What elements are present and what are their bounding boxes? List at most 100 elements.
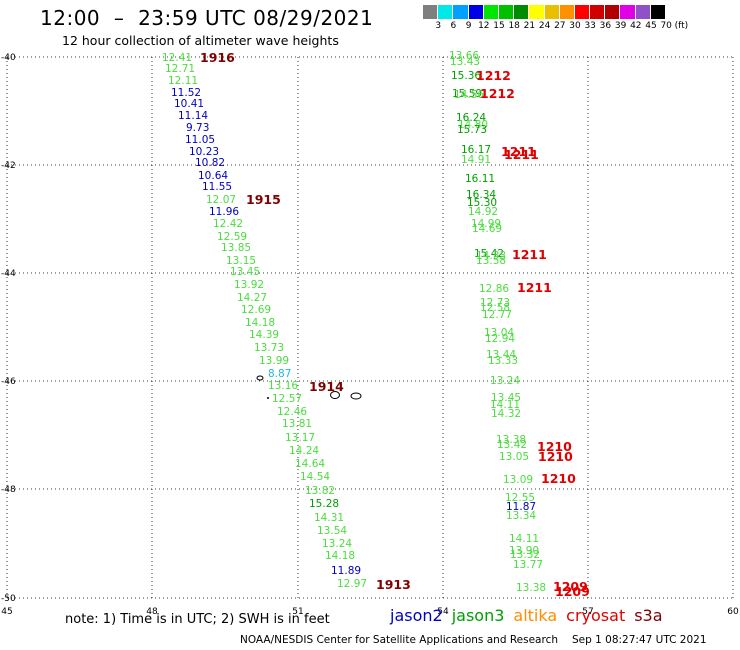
latitude-label: -40 bbox=[1, 53, 16, 63]
wave-height-label: 13.82 bbox=[305, 485, 335, 497]
wave-height-label: 10.41 bbox=[174, 98, 204, 110]
wave-height-label: 13.24 bbox=[490, 375, 520, 387]
scale-label: 9 bbox=[465, 21, 472, 31]
wave-height-label: 14.39 bbox=[249, 329, 279, 341]
latitude-label: -44 bbox=[1, 269, 16, 279]
scale-swatch bbox=[559, 5, 575, 19]
wave-height-label: 14.56 bbox=[454, 89, 484, 101]
scale-label: 15 bbox=[493, 21, 505, 31]
islands bbox=[256, 375, 362, 400]
time-tag: 1915 bbox=[246, 192, 281, 207]
scale-swatch bbox=[620, 5, 636, 19]
wave-height-label: 12.77 bbox=[482, 309, 512, 321]
scale-swatch bbox=[574, 5, 591, 19]
wave-height-label: 14.18 bbox=[245, 317, 275, 329]
wave-height-label: 12.46 bbox=[277, 406, 307, 418]
wave-height-label: 15.30 bbox=[467, 197, 497, 209]
wave-height-label: 12.69 bbox=[241, 304, 271, 316]
wave-height-label: 15.73 bbox=[457, 124, 487, 136]
footer-note: note: 1) Time is in UTC; 2) SWH is in fe… bbox=[65, 612, 330, 627]
wave-height-label: 13.90 bbox=[509, 545, 539, 557]
time-tag: 1211 bbox=[512, 247, 547, 262]
latitude-label: -46 bbox=[1, 377, 16, 387]
wave-height-label: 13.16 bbox=[268, 380, 298, 392]
wave-height-label: 10.23 bbox=[189, 146, 219, 158]
island-outline bbox=[350, 392, 362, 400]
map-grid bbox=[7, 57, 733, 598]
wave-height-label: 13.42 bbox=[497, 439, 527, 451]
time-tags: 1916191519141913121212121211121112111211… bbox=[200, 50, 590, 599]
wave-height-label: 11.55 bbox=[202, 181, 232, 193]
wave-height-label: 13.54 bbox=[317, 525, 347, 537]
wave-height-label: 13.43 bbox=[450, 56, 480, 68]
wave-height-label: 13.73 bbox=[254, 342, 284, 354]
scale-label: 24 bbox=[538, 21, 551, 31]
wave-height-label: 14.80 bbox=[458, 119, 488, 131]
scale-label: 30 bbox=[569, 21, 581, 31]
time-tag: 1210 bbox=[541, 471, 576, 486]
wave-height-label: 13.77 bbox=[513, 559, 543, 571]
wave-height-label: 14.18 bbox=[325, 550, 355, 562]
wave-height-label: 14.91 bbox=[461, 154, 491, 166]
wave-height-label: 12.94 bbox=[485, 333, 515, 345]
legend-jason2: jason2 bbox=[390, 606, 443, 625]
wave-height-label: 14.69 bbox=[472, 223, 502, 235]
time-tag: 1211 bbox=[517, 280, 552, 295]
wave-height-label: 15.42 bbox=[474, 248, 504, 260]
wave-height-label: 12.97 bbox=[337, 578, 367, 590]
scale-swatch bbox=[468, 5, 484, 19]
wave-height-label: 14.92 bbox=[468, 206, 498, 218]
wave-height-label: 13.33 bbox=[488, 355, 518, 367]
time-tag: 1209 bbox=[555, 584, 590, 599]
wave-height-label: 12.57 bbox=[272, 393, 302, 405]
wave-height-label: 10.82 bbox=[195, 157, 225, 169]
wave-height-label: 13.38 bbox=[496, 434, 526, 446]
wave-height-label: 12.58 bbox=[480, 302, 510, 314]
time-tag: 1913 bbox=[376, 577, 411, 592]
wave-height-label: 13.58 bbox=[476, 255, 506, 267]
time-tag: 1211 bbox=[501, 144, 536, 159]
credits-line: NOAA/NESDIS Center for Satellite Applica… bbox=[240, 634, 707, 646]
wave-height-label: 13.09 bbox=[503, 474, 533, 486]
wave-height-label: 15.36 bbox=[451, 70, 481, 82]
wave-height-label: 13.32 bbox=[510, 549, 540, 561]
page-title: 12:00 – 23:59 UTC 08/29/2021 bbox=[40, 6, 374, 30]
wave-height-label: 14.11 bbox=[490, 399, 520, 411]
wave-height-label: 14.24 bbox=[289, 445, 319, 457]
scale-swatch bbox=[498, 5, 515, 19]
scale-swatch bbox=[590, 5, 606, 19]
wave-height-label: 14.64 bbox=[295, 458, 325, 470]
legend-s3a: s3a bbox=[634, 606, 663, 625]
wave-height-label: 11.52 bbox=[171, 87, 201, 99]
wave-height-label: 13.45 bbox=[230, 266, 260, 278]
island-outline bbox=[267, 397, 269, 399]
wave-height-color-scale bbox=[423, 5, 666, 19]
scale-label: 36 bbox=[599, 21, 612, 31]
scale-swatch bbox=[423, 5, 439, 19]
longitude-label: 51 bbox=[292, 607, 303, 617]
wave-height-label: 12.07 bbox=[206, 194, 236, 206]
longitude-labels: 45 48 51 54 57 60 bbox=[1, 607, 739, 617]
time-tag: 1914 bbox=[309, 379, 344, 394]
scale-label: 27 bbox=[554, 21, 566, 31]
wave-height-scale-labels: 3 6 9 12 15 18 21 24 27 30 33 36 39 42 45 70 (ft) bbox=[423, 21, 740, 35]
latitude-label: -48 bbox=[1, 485, 16, 495]
wave-height-label: 15.28 bbox=[309, 498, 339, 510]
scale-label: 3 bbox=[435, 21, 442, 31]
time-tag: 1212 bbox=[476, 68, 511, 83]
wave-height-label: 13.99 bbox=[259, 355, 289, 367]
scale-label: 42 bbox=[630, 21, 642, 31]
scale-swatch bbox=[514, 5, 530, 19]
scale-label: 6 bbox=[450, 21, 457, 31]
scale-label: 12 bbox=[478, 21, 490, 31]
wave-height-label: 14.33 bbox=[476, 250, 506, 262]
wave-height-label: 12.59 bbox=[217, 231, 247, 243]
wave-height-label: 11.96 bbox=[209, 206, 239, 218]
wave-height-label: 14.54 bbox=[300, 471, 330, 483]
scale-swatch bbox=[650, 5, 666, 19]
wave-height-label: 16.17 bbox=[461, 144, 491, 156]
wave-height-label: 14.11 bbox=[509, 533, 539, 545]
page-subtitle: 12 hour collection of altimeter wave hei… bbox=[62, 33, 339, 48]
wave-height-label: 16.34 bbox=[466, 189, 496, 201]
